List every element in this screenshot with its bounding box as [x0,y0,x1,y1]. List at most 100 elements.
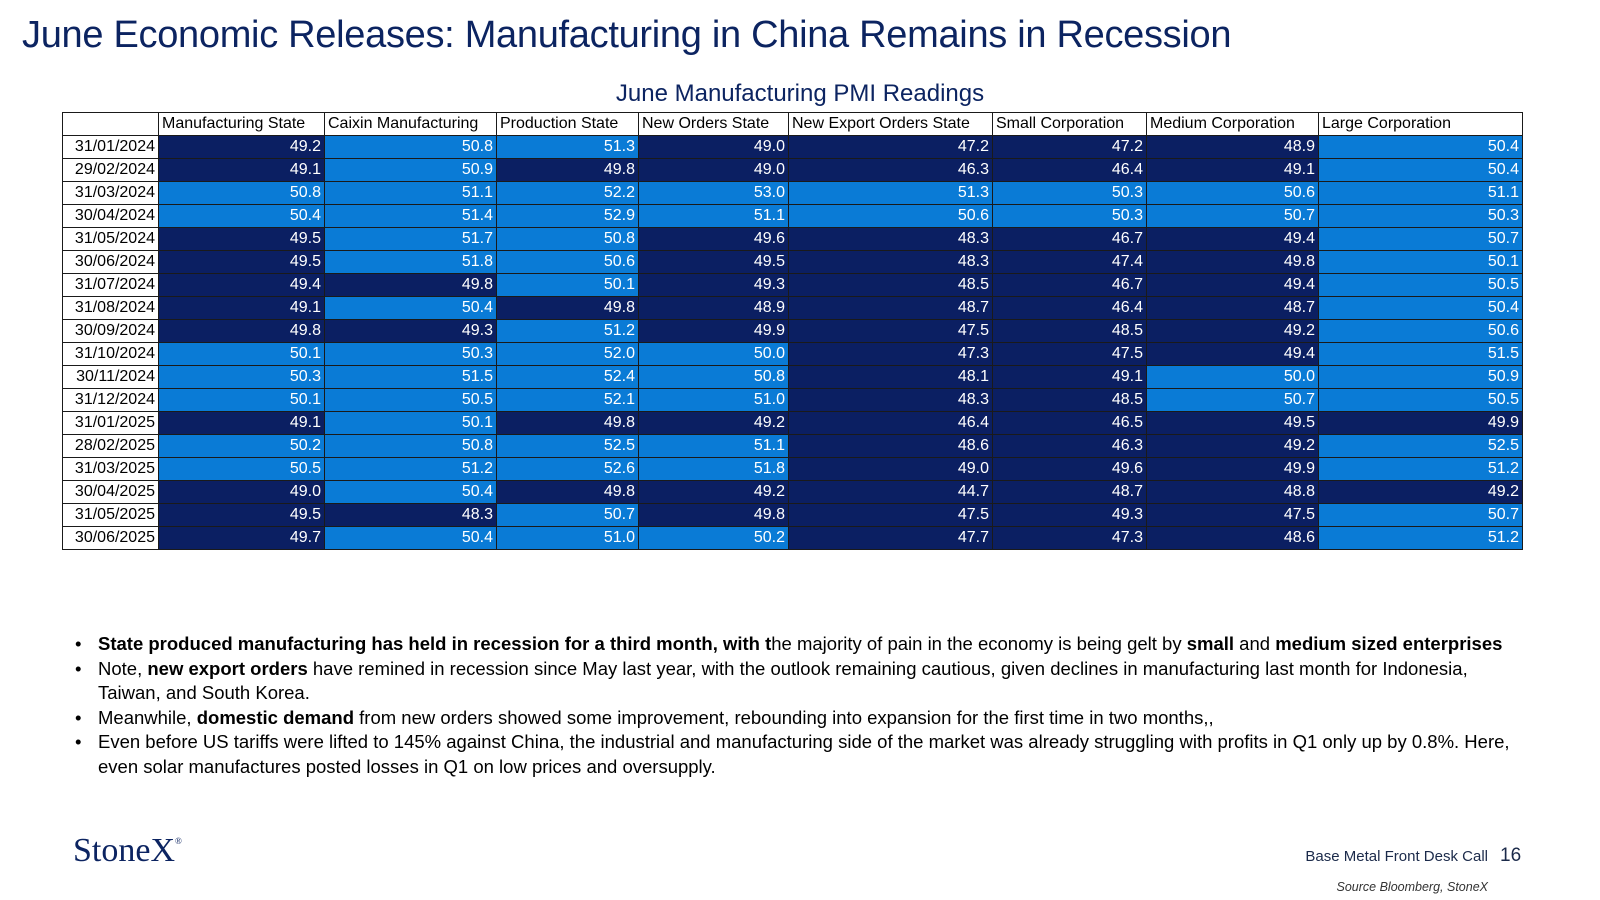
bullet-item: • Meanwhile, domestic demand from new ord… [72,706,1532,731]
pmi-cell: 48.5 [992,319,1147,343]
pmi-cell: 51.2 [324,457,497,481]
table-header-row: Manufacturing State Caixin Manufacturing P… [62,112,1523,136]
pmi-cell: 47.2 [992,135,1147,159]
bullet-text: have remined in recession since May last… [98,657,1468,704]
pmi-cell: 49.2 [1318,480,1523,504]
bullet-emphasis: new export orders [147,657,308,679]
pmi-cell: 47.2 [788,135,993,159]
table-row: 31/05/2025 49.5 48.3 50.7 49.8 47.5 49.3 47.5 50… [62,503,1523,527]
row-date: 31/01/2024 [62,135,159,159]
column-header: Production State [496,112,639,136]
pmi-cell: 51.8 [324,250,497,274]
pmi-cell: 48.1 [788,365,993,389]
bullet-item: • Even before US tariffs were lifted to 1… [72,730,1532,779]
pmi-cell: 50.7 [496,503,639,527]
pmi-cell: 47.7 [788,526,993,550]
pmi-cell: 50.9 [1318,365,1523,389]
column-header: New Export Orders State [788,112,993,136]
pmi-cell: 49.0 [788,457,993,481]
pmi-cell: 49.1 [992,365,1147,389]
bullet-text: from new orders showed some improvement,… [354,706,1214,728]
pmi-cell: 50.4 [1318,135,1523,159]
pmi-cell: 49.5 [638,250,789,274]
pmi-cell: 52.5 [496,434,639,458]
logo-text: StoneX [73,832,175,869]
pmi-cell: 51.1 [1318,181,1523,205]
pmi-cell: 48.7 [788,296,993,320]
pmi-cell: 48.3 [324,503,497,527]
pmi-cell: 51.3 [496,135,639,159]
pmi-cell: 49.8 [1146,250,1319,274]
pmi-cell: 47.5 [788,503,993,527]
pmi-cell: 49.6 [992,457,1147,481]
source-note: Source Bloomberg, StoneX [1336,880,1488,894]
pmi-cell: 50.4 [324,526,497,550]
pmi-cell: 48.3 [788,388,993,412]
pmi-cell: 50.5 [1318,273,1523,297]
pmi-cell: 50.9 [324,158,497,182]
pmi-cell: 49.2 [1146,319,1319,343]
pmi-cell: 50.8 [324,135,497,159]
table-row: 30/11/2024 50.3 51.5 52.4 50.8 48.1 49.1 50.0 50… [62,365,1523,389]
table-body: 31/01/2024 49.2 50.8 51.3 49.0 47.2 47.2 48.9 50… [62,135,1523,550]
pmi-cell: 49.3 [638,273,789,297]
table-row: 29/02/2024 49.1 50.9 49.8 49.0 46.3 46.4 49.1 50… [62,158,1523,182]
row-date: 30/04/2024 [62,204,159,228]
pmi-cell: 50.8 [324,434,497,458]
pmi-cell: 50.5 [158,457,325,481]
pmi-cell: 49.3 [324,319,497,343]
pmi-cell: 49.7 [158,526,325,550]
row-date: 31/12/2024 [62,388,159,412]
pmi-table: Manufacturing State Caixin Manufacturing P… [62,112,1523,550]
bullet-emphasis: State produced manufacturing has held in… [98,633,772,654]
pmi-cell: 49.5 [158,503,325,527]
pmi-cell: 49.5 [158,227,325,251]
pmi-cell: 50.8 [496,227,639,251]
pmi-cell: 46.4 [992,296,1147,320]
pmi-cell: 50.6 [788,204,993,228]
row-date: 28/02/2025 [62,434,159,458]
table-row: 31/10/2024 50.1 50.3 52.0 50.0 47.3 47.5 49.4 51… [62,342,1523,366]
pmi-cell: 49.0 [638,158,789,182]
pmi-cell: 44.7 [788,480,993,504]
pmi-cell: 49.5 [158,250,325,274]
bullet-dot-icon: • [75,633,82,654]
table-row: 31/07/2024 49.4 49.8 50.1 49.3 48.5 46.7 49.4 50… [62,273,1523,297]
pmi-cell: 50.1 [1318,250,1523,274]
pmi-cell: 52.5 [1318,434,1523,458]
pmi-cell: 50.8 [158,181,325,205]
pmi-cell: 49.5 [1146,411,1319,435]
pmi-cell: 50.6 [1146,181,1319,205]
commentary-bullets: • State produced manufacturing has held i… [72,632,1532,779]
bullet-emphasis: domestic demand [196,706,355,728]
pmi-cell: 49.1 [158,411,325,435]
column-header: New Orders State [638,112,789,136]
bullet-dot-icon: • [75,657,82,679]
pmi-cell: 50.0 [638,342,789,366]
column-header: Manufacturing State [158,112,325,136]
bullet-text: Note, [98,657,148,679]
pmi-cell: 52.2 [496,181,639,205]
row-date: 31/10/2024 [62,342,159,366]
pmi-cell: 51.0 [496,526,639,550]
pmi-cell: 48.5 [788,273,993,297]
pmi-cell: 46.4 [992,158,1147,182]
pmi-cell: 49.9 [1146,457,1319,481]
column-header: Medium Corporation [1146,112,1319,136]
pmi-cell: 46.5 [992,411,1147,435]
footer-label: Base Metal Front Desk Call [1305,848,1488,865]
bullet-text: and [1234,633,1276,654]
pmi-cell: 48.3 [788,227,993,251]
pmi-cell: 48.3 [788,250,993,274]
row-date: 31/05/2025 [62,503,159,527]
pmi-cell: 49.1 [158,158,325,182]
page-title: June Economic Releases: Manufacturing in… [22,14,1232,56]
column-header: Large Corporation [1318,112,1523,136]
stonex-logo: StoneX® [73,832,182,870]
pmi-cell: 50.6 [496,250,639,274]
row-date: 29/02/2024 [62,158,159,182]
bullet-item: • Note, new export orders have remined in… [72,657,1532,706]
pmi-cell: 48.6 [1146,526,1319,550]
pmi-cell: 50.6 [1318,319,1523,343]
pmi-cell: 49.2 [638,411,789,435]
